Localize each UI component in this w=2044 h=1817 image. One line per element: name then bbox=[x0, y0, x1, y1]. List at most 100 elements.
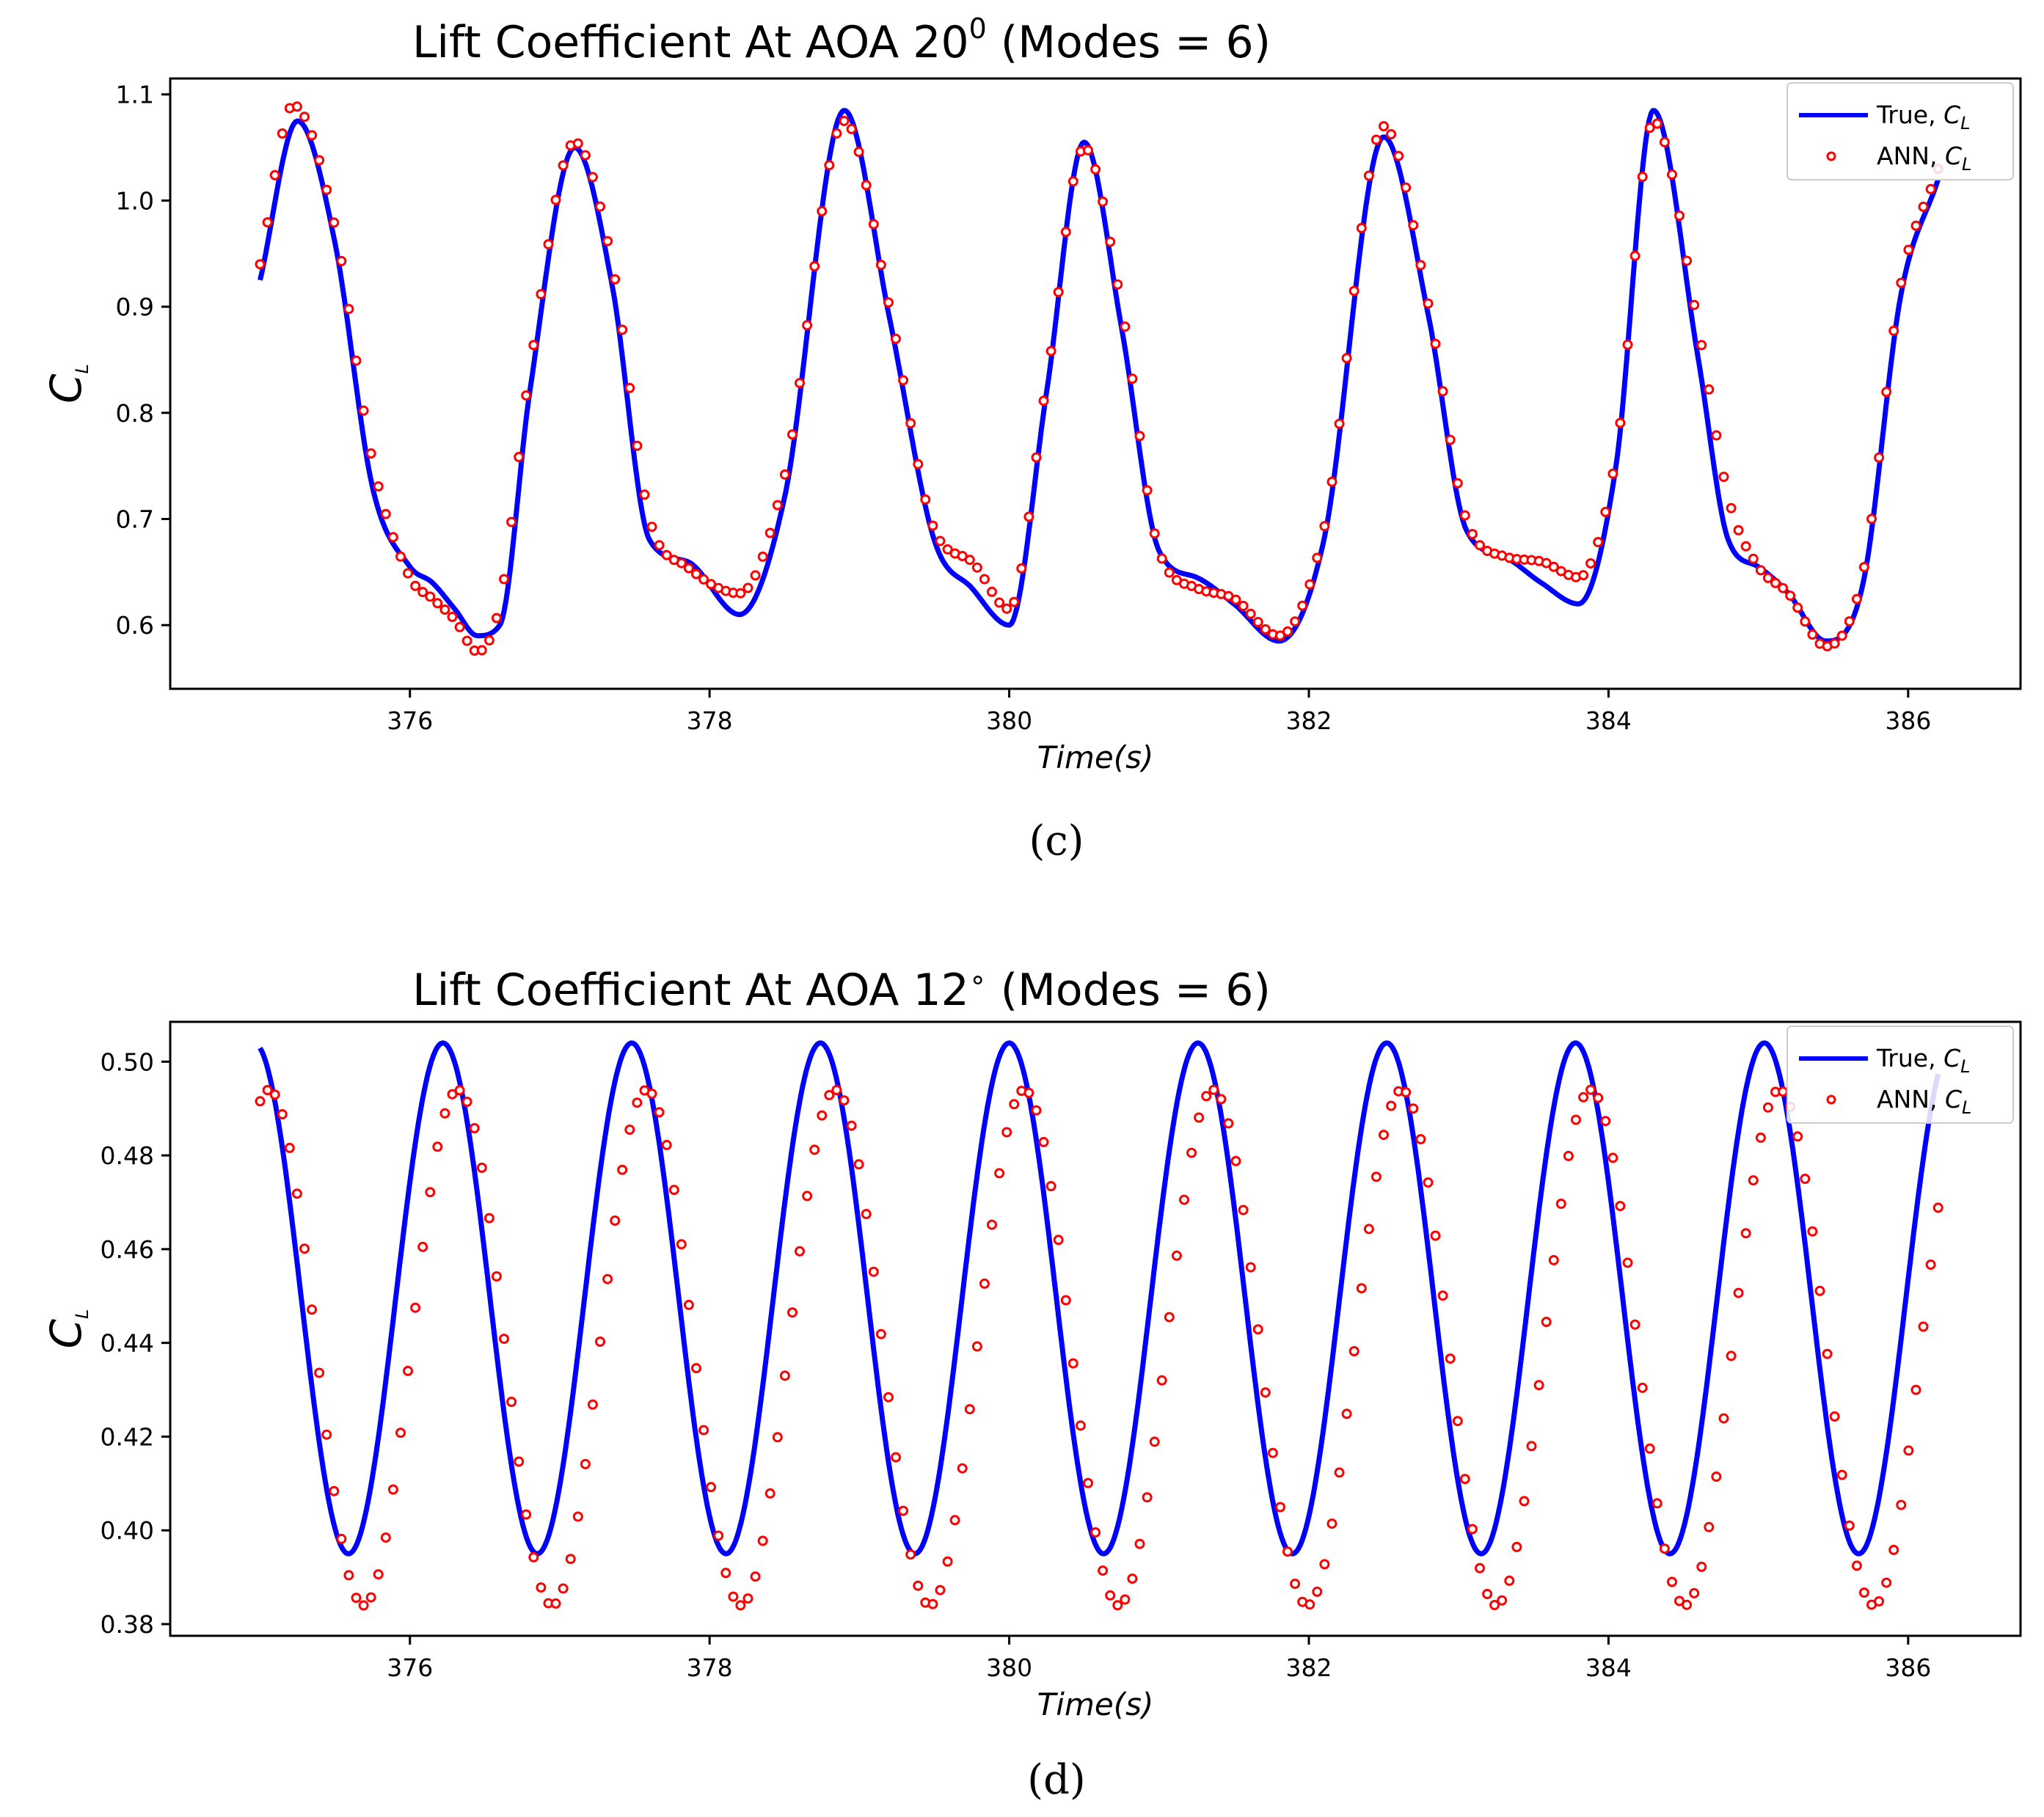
chart-d-x-tick-label: 386 bbox=[1885, 1653, 1931, 1682]
chart-d-ann-point bbox=[565, 1554, 576, 1565]
chart-d-y-tick-label: 0.46 bbox=[101, 1235, 154, 1264]
chart-c-ann-point bbox=[1112, 279, 1123, 290]
chart-c-ann-point bbox=[521, 390, 532, 401]
chart-d-legend-true-label: True, CL bbox=[1876, 1044, 1971, 1077]
chart-d-ann-point bbox=[824, 1089, 835, 1100]
chart-d-ann-point bbox=[1844, 1520, 1855, 1531]
chart-d-x-tick-label: 382 bbox=[1286, 1653, 1332, 1682]
chart-d-ann-point bbox=[1415, 1134, 1426, 1144]
chart-d-ann-point bbox=[1075, 1420, 1086, 1431]
chart-c-ann-point bbox=[942, 544, 953, 555]
chart-d-ann-point bbox=[1112, 1600, 1123, 1611]
chart-c-ann-point bbox=[1925, 183, 1936, 194]
chart-c-ann-point bbox=[787, 429, 797, 440]
chart-d-ann-point bbox=[1379, 1130, 1389, 1141]
chart-d-x-tick-label: 380 bbox=[986, 1653, 1032, 1682]
chart-d-x-axis-label: Time(s) bbox=[1037, 1686, 1154, 1722]
chart-d-ann-point bbox=[417, 1241, 428, 1252]
chart-d-ann-point bbox=[1629, 1319, 1640, 1330]
chart-c-ann-point bbox=[1800, 616, 1811, 627]
chart-c-ann-point bbox=[1748, 553, 1759, 564]
chart-d-ann-point bbox=[410, 1302, 421, 1313]
chart-d-ann-point bbox=[883, 1392, 894, 1403]
chart-d-ann-point bbox=[1497, 1595, 1508, 1606]
chart-d-ann-point bbox=[1045, 1181, 1056, 1191]
chart-c-ann-point bbox=[1459, 510, 1470, 521]
chart-c-ann-point bbox=[1858, 562, 1869, 573]
chart-d-ann-point bbox=[683, 1299, 694, 1310]
chart-d-ann-point bbox=[1637, 1382, 1648, 1393]
chart-d-ann-point bbox=[380, 1532, 391, 1543]
chart-d-ann-point bbox=[1800, 1174, 1811, 1184]
chart-c-ann-point bbox=[632, 440, 643, 451]
chart-c-ann-point bbox=[1023, 511, 1034, 522]
chart-c-ann-point bbox=[1001, 603, 1012, 614]
chart-c-ann-point bbox=[1452, 478, 1463, 489]
chart-c-ann-point bbox=[1651, 118, 1662, 129]
chart-c-ann-point bbox=[742, 582, 753, 593]
chart-d-ann-point bbox=[831, 1085, 842, 1095]
chart-d-ann-point bbox=[610, 1215, 621, 1226]
chart-d-ann-point bbox=[1275, 1502, 1285, 1513]
chart-c-ann-point bbox=[1600, 506, 1611, 517]
chart-c-ann-point bbox=[439, 604, 450, 615]
chart-c-ann-point bbox=[543, 239, 554, 249]
chart-d-ann-point bbox=[1098, 1565, 1109, 1576]
chart-c-ann-point bbox=[1120, 321, 1131, 332]
chart-d-ann-point bbox=[1778, 1086, 1789, 1097]
chart-c-ann-point bbox=[1245, 608, 1256, 619]
chart-c-ann-point bbox=[1334, 418, 1345, 429]
chart-d-ann-point bbox=[1607, 1152, 1618, 1163]
chart-d-ann-point bbox=[1829, 1411, 1840, 1422]
chart-d-ann-point bbox=[646, 1089, 657, 1099]
chart-c-ann-point bbox=[1282, 626, 1293, 637]
chart-c-y-tick-label: 0.8 bbox=[116, 399, 154, 428]
chart-d-ann-point bbox=[1696, 1561, 1707, 1572]
chart-d-ann-point bbox=[802, 1191, 813, 1202]
chart-c-ann-point bbox=[1297, 600, 1308, 611]
chart-d-ann-point bbox=[1651, 1498, 1662, 1509]
chart-d-ann-point bbox=[284, 1142, 295, 1153]
chart-d-ann-point bbox=[1334, 1467, 1345, 1478]
chart-d-ann-point bbox=[291, 1188, 302, 1199]
chart-c-ann-point bbox=[1548, 561, 1559, 572]
chart-c-ann-point bbox=[1615, 417, 1626, 428]
chart-c-ann-point bbox=[343, 304, 354, 315]
chart-c-ann-point bbox=[831, 128, 842, 139]
chart-d-ann-point bbox=[476, 1162, 487, 1173]
chart-d-ann-point bbox=[1194, 1112, 1205, 1123]
chart-c-ann-point bbox=[536, 289, 547, 299]
chart-d-ann-point bbox=[1836, 1469, 1847, 1480]
chart-c-ann-point bbox=[920, 494, 931, 505]
chart-d-ann-point bbox=[514, 1456, 525, 1467]
chart-d-ann-point bbox=[1511, 1541, 1522, 1552]
chart-d-legend-ann-label: ANN, CL bbox=[1877, 1085, 1971, 1118]
chart-d-ann-point bbox=[1179, 1194, 1189, 1205]
chart-c-x-tick-label: 380 bbox=[986, 706, 1032, 735]
chart-d-ann-point bbox=[1031, 1105, 1042, 1116]
chart-c-ann-point bbox=[883, 297, 894, 308]
chart-d-ann-point bbox=[757, 1535, 768, 1546]
chart-c-ann-point bbox=[1304, 579, 1315, 590]
chart-d-ann-point bbox=[691, 1363, 701, 1374]
chart-d-ann-point bbox=[875, 1328, 886, 1339]
chart-c-ann-point bbox=[1038, 395, 1049, 406]
chart-d-ann-point bbox=[336, 1533, 347, 1544]
chart-d-ann-point bbox=[949, 1515, 960, 1526]
chart-c-ann-point bbox=[491, 613, 502, 624]
chart-d-ann-point bbox=[1578, 1092, 1589, 1103]
chart-d-ann-point bbox=[1874, 1596, 1885, 1606]
chart-c-x-tick-label: 378 bbox=[687, 706, 733, 735]
chart-d-ann-point bbox=[521, 1509, 532, 1520]
chart-d-ann-point bbox=[558, 1583, 569, 1594]
chart-c-ann-point bbox=[1445, 434, 1456, 445]
chart-c-ann-point bbox=[809, 261, 820, 271]
chart-c-ann-point bbox=[1252, 617, 1263, 627]
chart-c-ann-point bbox=[1053, 287, 1064, 298]
chart-c-ann-point bbox=[1874, 452, 1885, 463]
chart-d-ann-point bbox=[1319, 1559, 1330, 1570]
chart-c-ann-point bbox=[610, 274, 621, 285]
chart-d-ann-point bbox=[853, 1159, 864, 1170]
chart-d-ann-point bbox=[1533, 1380, 1544, 1391]
